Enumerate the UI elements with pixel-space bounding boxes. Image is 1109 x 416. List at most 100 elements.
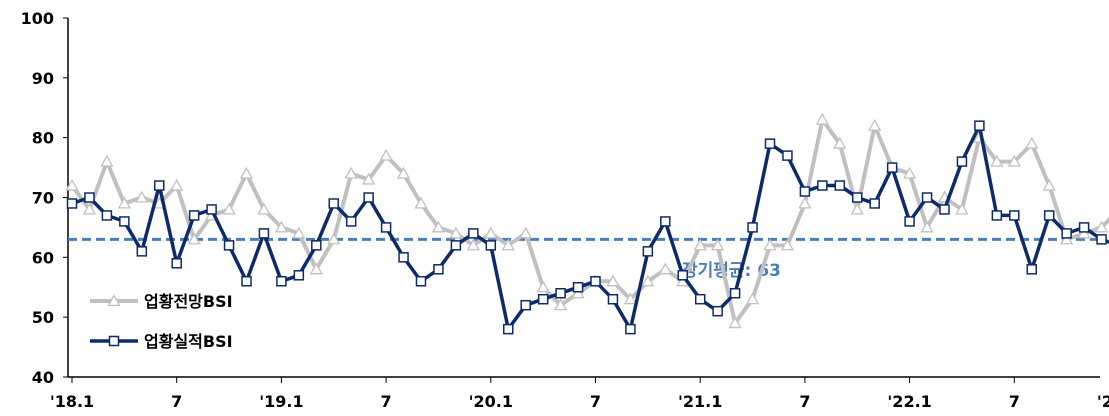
x-tick-label: 7 xyxy=(1009,392,1020,411)
data-point xyxy=(608,295,617,304)
data-point xyxy=(713,307,722,316)
y-tick-label: 50 xyxy=(32,308,54,327)
legend-label: 업황전망BSI xyxy=(144,292,233,311)
data-point xyxy=(853,193,862,202)
legend-marker xyxy=(110,337,119,346)
data-point xyxy=(957,157,966,166)
data-point xyxy=(329,199,338,208)
data-point xyxy=(818,181,827,190)
x-tick-label: 7 xyxy=(799,392,810,411)
data-point xyxy=(783,151,792,160)
data-point xyxy=(520,228,531,238)
legend-label: 업황실적BSI xyxy=(144,332,233,351)
y-tick-label: 80 xyxy=(32,129,54,148)
data-point xyxy=(1026,138,1037,148)
data-point xyxy=(277,277,286,286)
x-tick-label: 7 xyxy=(171,392,182,411)
data-point xyxy=(888,163,897,172)
y-tick-label: 60 xyxy=(32,248,54,267)
data-point xyxy=(312,241,321,250)
data-point xyxy=(940,205,949,214)
x-tick-label: '19.1 xyxy=(259,392,303,411)
data-point xyxy=(347,217,356,226)
data-point xyxy=(905,217,914,226)
data-point xyxy=(504,325,513,334)
data-point xyxy=(731,289,740,298)
legend-item-actual: 업황실적BSI xyxy=(90,332,233,351)
long-term-average-label: 장기평균: 63 xyxy=(682,261,781,281)
data-point xyxy=(1044,180,1055,190)
data-point xyxy=(660,264,671,274)
y-tick-label: 100 xyxy=(21,9,54,28)
data-point xyxy=(574,283,583,292)
data-point xyxy=(381,150,392,160)
data-point xyxy=(678,271,687,280)
data-point xyxy=(171,180,182,190)
data-point xyxy=(556,289,565,298)
data-point xyxy=(870,199,879,208)
data-point xyxy=(539,295,548,304)
data-point xyxy=(817,114,828,124)
data-point xyxy=(852,204,863,214)
data-point xyxy=(190,211,199,220)
x-tick-label: '18.1 xyxy=(50,392,94,411)
data-point xyxy=(469,229,478,238)
data-point xyxy=(538,282,549,292)
data-point xyxy=(207,205,216,214)
data-point xyxy=(241,168,252,178)
data-point xyxy=(382,223,391,232)
data-point xyxy=(85,193,94,202)
data-point xyxy=(242,277,251,286)
data-point xyxy=(364,193,373,202)
data-point xyxy=(1010,211,1019,220)
data-point xyxy=(800,187,809,196)
data-point xyxy=(68,199,77,208)
data-point xyxy=(101,156,112,166)
legend-item-outlook: 업황전망BSI xyxy=(90,292,233,311)
data-point xyxy=(923,193,932,202)
data-point xyxy=(137,247,146,256)
x-tick-label: '22.1 xyxy=(887,392,931,411)
data-point xyxy=(120,217,129,226)
data-point xyxy=(1097,235,1106,244)
x-tick-label: 7 xyxy=(381,392,392,411)
data-point xyxy=(155,181,164,190)
data-point xyxy=(1062,229,1071,238)
x-tick-label: '23.1 xyxy=(1097,392,1109,411)
data-point xyxy=(451,241,460,250)
data-point xyxy=(869,120,880,130)
data-point xyxy=(172,259,181,268)
x-tick-label: 7 xyxy=(590,392,601,411)
legend: 업황전망BSI 업황실적BSI xyxy=(90,292,233,351)
data-point xyxy=(1045,211,1054,220)
y-tick-label: 70 xyxy=(32,189,54,208)
data-point xyxy=(643,247,652,256)
data-point xyxy=(696,295,705,304)
data-point xyxy=(417,277,426,286)
data-point xyxy=(799,198,810,208)
x-tick-label: '21.1 xyxy=(678,392,722,411)
y-tick-label: 40 xyxy=(32,368,54,387)
reference-line-layer: 장기평균: 63 xyxy=(68,239,1100,281)
x-tick-label: '20.1 xyxy=(469,392,513,411)
data-point xyxy=(626,325,635,334)
data-point xyxy=(521,301,530,310)
data-point xyxy=(766,139,775,148)
data-point xyxy=(259,229,268,238)
data-point xyxy=(434,265,443,274)
data-point xyxy=(992,211,1001,220)
data-point xyxy=(225,241,234,250)
data-point xyxy=(294,271,303,280)
data-point xyxy=(102,211,111,220)
data-point xyxy=(661,217,670,226)
data-point xyxy=(975,121,984,130)
data-point xyxy=(1080,223,1089,232)
data-point xyxy=(747,294,758,304)
data-point xyxy=(748,223,757,232)
data-point xyxy=(835,181,844,190)
data-point xyxy=(591,277,600,286)
data-point xyxy=(485,228,496,238)
data-point xyxy=(399,253,408,262)
